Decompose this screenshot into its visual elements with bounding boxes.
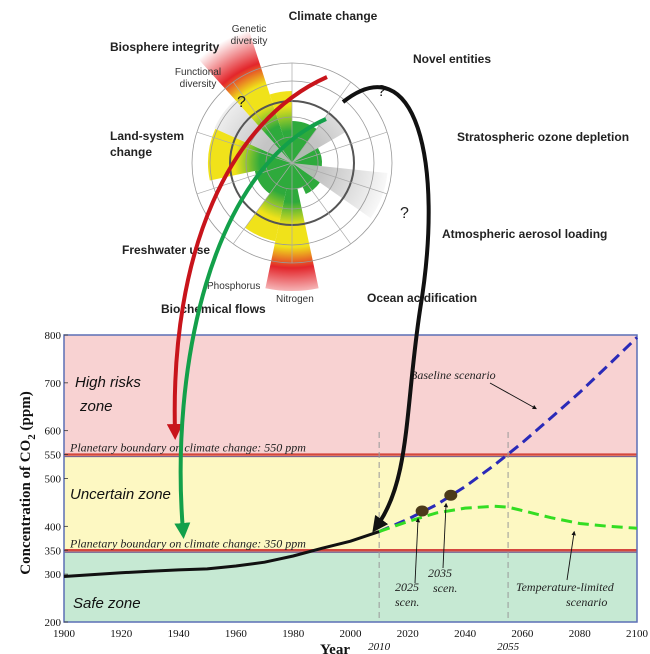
- label-biochemical-flows: Biochemical flows: [161, 302, 266, 316]
- label-genetic: Genetic: [232, 24, 266, 35]
- wedge-functional-diversity: [214, 99, 292, 163]
- spoke: [232, 162, 293, 245]
- legend-temperature-limited-1: Temperature-limited: [516, 580, 615, 594]
- x-tick-2060: 2060: [511, 628, 534, 640]
- point-label-scen-2025: scen.: [395, 595, 419, 609]
- zone-label-high-risks: High risks: [75, 374, 141, 391]
- axis-ticks: 200 300 350 400 500 550 600 700 800 1900 1920 1940 1…: [45, 330, 649, 653]
- wedge-phosphorus: [244, 163, 292, 242]
- unknown-marker-aerosol: ?: [400, 205, 409, 222]
- legend-temperature-limited-2: scenario: [566, 595, 607, 609]
- zone-label-high-risks-zone: zone: [79, 398, 113, 415]
- baseline-pointer: [489, 382, 537, 410]
- y-axis-title: Concentration of CO2 (ppm): [18, 391, 38, 574]
- point-label-2025: 2025: [395, 580, 419, 594]
- x-tick-2080: 2080: [569, 628, 592, 640]
- zone-band-2: [64, 550, 637, 622]
- risk-zones: High risks zone Uncertain zone Safe zone Pla…: [63, 334, 638, 623]
- y-tick-600: 600: [45, 426, 62, 438]
- wedge-novel-entities: [292, 112, 346, 163]
- zone-label-safe: Safe zone: [73, 595, 141, 612]
- series-line-baseline-scenario: [378, 336, 639, 533]
- boundary-label-350: Planetary boundary on climate change: 35…: [69, 536, 306, 550]
- connecting-arrows: [166, 75, 431, 539]
- co2-chart: High risks zone Uncertain zone Safe zone Pla…: [18, 330, 649, 654]
- wedge-aerosol: [292, 163, 388, 219]
- y-tick-350: 350: [45, 545, 62, 557]
- label-aerosol-loading: Atmospheric aerosol loading: [442, 227, 607, 241]
- temperature-limited-pointer: [566, 530, 576, 581]
- wedge-ozone: [292, 148, 322, 167]
- unknown-marker-functional: ?: [237, 94, 246, 111]
- label-biosphere-integrity: Biosphere integrity: [110, 40, 220, 54]
- series-lines: [63, 336, 639, 579]
- point-2035: [444, 489, 458, 501]
- boundary-wedges: [194, 25, 388, 291]
- x-tick-2100: 2100: [626, 628, 649, 640]
- x-axis-title: Year: [320, 642, 350, 654]
- zone-label-uncertain: Uncertain zone: [70, 486, 171, 503]
- label-genetic-diversity: diversity: [231, 36, 268, 47]
- y-tick-500: 500: [45, 474, 62, 486]
- y-tick-550: 550: [45, 450, 62, 462]
- label-land-system-2: change: [110, 145, 152, 159]
- label-phosphorus: Phosphorus: [207, 281, 260, 292]
- boundary-label-550: Planetary boundary on climate change: 55…: [69, 441, 306, 455]
- y-tick-300: 300: [45, 569, 62, 581]
- x-extra-tick-2010: 2010: [368, 641, 391, 653]
- pointer-2025: [414, 517, 421, 584]
- x-tick-2000: 2000: [340, 628, 363, 640]
- x-tick-1960: 1960: [225, 628, 248, 640]
- legend-baseline-scenario: Baseline scenario: [410, 368, 496, 382]
- spoke: [196, 162, 293, 195]
- black-arrow-ocean-to-2010: [341, 85, 431, 533]
- green-arrow-climate-to-350: [174, 117, 327, 539]
- spoke: [291, 131, 388, 164]
- wedge-ocean: [292, 163, 320, 195]
- label-ozone-depletion: Stratospheric ozone depletion: [457, 130, 629, 144]
- zone-band-1: [64, 454, 637, 551]
- point-label-scen-2035: scen.: [433, 581, 457, 595]
- spoke: [291, 162, 352, 245]
- label-novel-entities: Novel entities: [413, 52, 491, 66]
- red-arrow-climate-to-550: [166, 75, 328, 440]
- x-extra-tick-2055: 2055: [497, 641, 520, 653]
- wedge-freshwater: [254, 163, 292, 194]
- x-tick-2020: 2020: [397, 628, 420, 640]
- x-tick-1940: 1940: [168, 628, 191, 640]
- label-nitrogen: Nitrogen: [276, 294, 314, 305]
- zone-band-0: [64, 335, 637, 455]
- wedge-genetic-diversity: [194, 25, 292, 164]
- point-label-2035: 2035: [428, 566, 452, 580]
- x-tick-1900: 1900: [53, 628, 76, 640]
- label-land-system-1: Land-system: [110, 129, 184, 143]
- series-line-historical: [63, 530, 380, 579]
- label-freshwater-use: Freshwater use: [122, 243, 210, 257]
- wedge-climate-change: [292, 121, 317, 163]
- x-tick-2040: 2040: [454, 628, 477, 640]
- y-tick-800: 800: [45, 330, 62, 342]
- pointer-2035: [442, 502, 449, 569]
- label-functional-diversity: diversity: [180, 79, 217, 90]
- x-tick-1980: 1980: [282, 628, 305, 640]
- planetary-boundaries-diagram: Climate change Novel entities Stratosphe…: [110, 9, 629, 316]
- y-tick-200: 200: [45, 617, 62, 629]
- y-tick-700: 700: [45, 378, 62, 390]
- unknown-marker-novel: ?: [377, 83, 386, 100]
- label-functional: Functional: [175, 67, 221, 78]
- label-climate-change: Climate change: [289, 9, 378, 23]
- spoke: [291, 162, 388, 195]
- point-2025: [415, 505, 429, 517]
- y-tick-400: 400: [45, 521, 62, 533]
- x-tick-1920: 1920: [110, 628, 133, 640]
